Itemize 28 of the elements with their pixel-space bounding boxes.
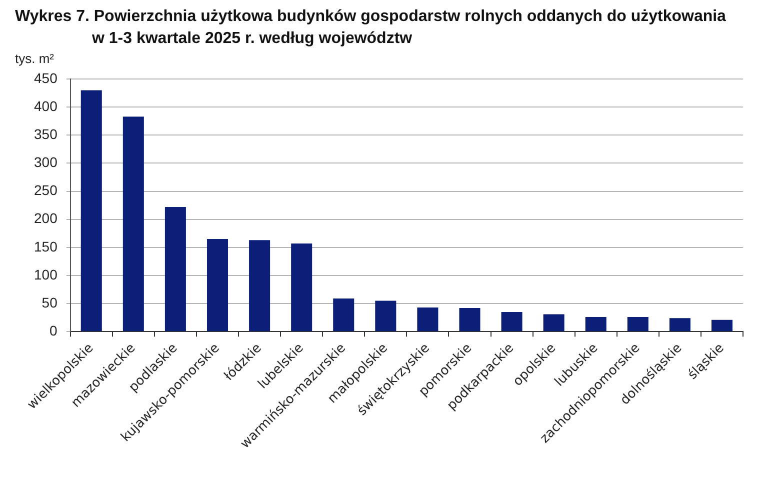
y-tick-label: 150 <box>34 238 58 254</box>
chart-title: Wykres 7. Powierzchnia użytkowa budynków gospodarstw rolnych oddanych do użytkowania w 1-3 kwartale 2025 r. według województw <box>15 7 727 49</box>
bar <box>543 314 564 332</box>
bar <box>585 317 606 332</box>
bar <box>333 298 354 332</box>
bar <box>80 90 102 332</box>
y-tick-label: 350 <box>34 126 58 142</box>
y-axis-title: tys. m² <box>15 51 54 66</box>
bar <box>375 300 396 332</box>
y-tick-label: 50 <box>42 294 58 310</box>
y-tick-label: 400 <box>34 98 58 114</box>
y-tick-label: 0 <box>50 322 58 338</box>
bar <box>501 312 522 332</box>
y-tick-label: 250 <box>34 182 58 198</box>
bar <box>417 307 438 332</box>
bar <box>291 243 312 332</box>
bar <box>164 207 186 332</box>
bar <box>711 320 732 332</box>
bar <box>627 317 648 332</box>
bar <box>206 239 228 332</box>
y-tick-label: 100 <box>34 266 58 282</box>
y-tick-label: 200 <box>34 210 58 226</box>
y-tick-label: 300 <box>34 154 58 170</box>
bar <box>669 318 690 332</box>
bar <box>122 116 144 332</box>
bar <box>249 240 270 332</box>
y-tick-label: 450 <box>34 70 58 86</box>
bar <box>459 308 480 332</box>
